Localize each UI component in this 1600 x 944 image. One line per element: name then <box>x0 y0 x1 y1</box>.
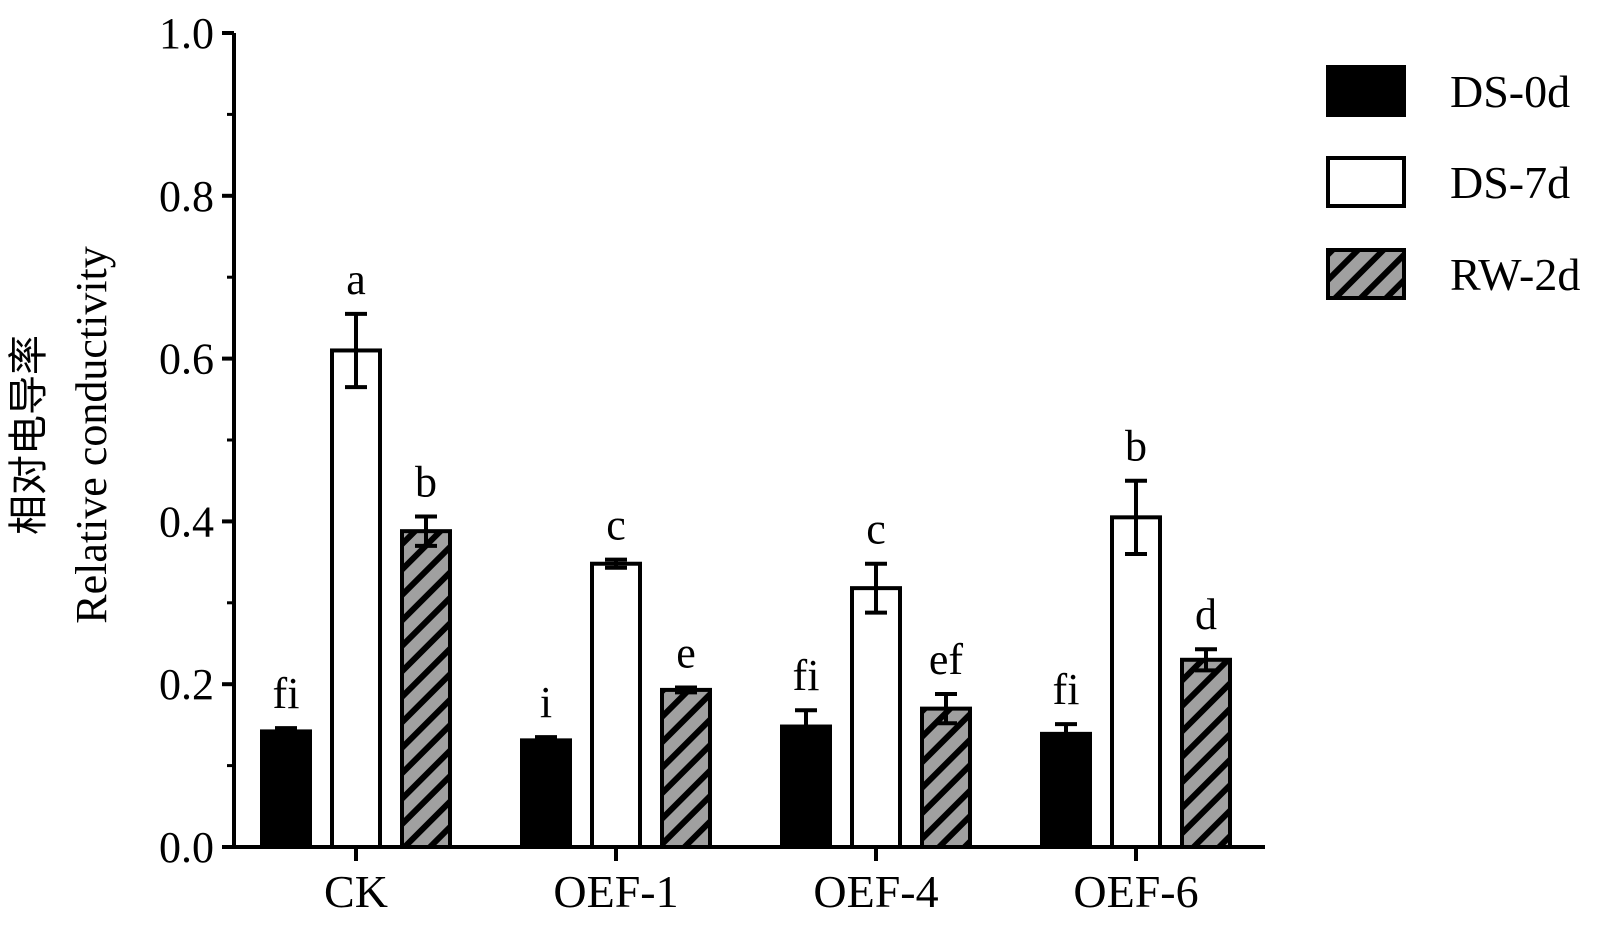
y-tick-label: 0.8 <box>159 172 214 221</box>
bar-ds-0d-ck <box>260 729 312 849</box>
significance-label: c <box>606 501 626 550</box>
significance-label: fi <box>273 669 300 718</box>
legend-label: DS-7d <box>1450 157 1570 208</box>
bar-rw-2d-oef-4 <box>920 706 972 849</box>
bar-ds-7d-oef-1 <box>590 561 642 850</box>
legend-swatch-ds-0d <box>1326 65 1406 117</box>
legend-label: DS-0d <box>1450 66 1570 117</box>
significance-label: ef <box>929 635 964 684</box>
legend-swatch-rw-2d <box>1326 248 1406 300</box>
significance-label: d <box>1195 590 1217 639</box>
legend-swatch-ds-7d <box>1326 156 1406 208</box>
y-tick-label: 1.0 <box>159 9 214 58</box>
x-tick-label: OEF-4 <box>813 866 938 917</box>
bar-rw-2d-oef-6 <box>1180 657 1232 850</box>
bar-ds-0d-oef-6 <box>1040 731 1092 849</box>
bars: fi a b i c e fi c ef fi b d <box>260 255 1232 850</box>
significance-label: e <box>676 628 696 677</box>
bar-rw-2d-ck <box>400 529 452 850</box>
bar-rw-2d-oef-1 <box>660 687 712 850</box>
significance-label: fi <box>793 651 820 700</box>
y-axis-label-chinese: 相对电导率 <box>6 335 52 535</box>
significance-label: a <box>346 255 366 304</box>
bar-ds-7d-oef-4 <box>850 586 902 849</box>
x-ticks: CK OEF-1 OEF-4 OEF-6 <box>324 847 1199 917</box>
legend-label: RW-2d <box>1450 249 1580 300</box>
bar-ds-7d-oef-6 <box>1110 515 1162 850</box>
y-ticks: 0.0 0.2 0.4 0.6 0.8 1.0 <box>159 9 234 872</box>
significance-label: c <box>866 505 886 554</box>
bar-ds-0d-oef-1 <box>520 738 572 850</box>
x-tick-label: OEF-6 <box>1073 866 1198 917</box>
y-tick-label: 0.2 <box>159 660 214 709</box>
y-tick-label: 0.6 <box>159 335 214 384</box>
y-tick-label: 0.4 <box>159 497 214 546</box>
legend: DS-0d DS-7d RW-2d <box>1326 65 1580 300</box>
significance-label: fi <box>1053 665 1080 714</box>
significance-label: b <box>1125 422 1147 471</box>
y-axis-label: Relative conductivity <box>67 246 116 624</box>
significance-label: i <box>540 678 552 727</box>
significance-label: b <box>415 458 437 507</box>
y-tick-label: 0.0 <box>159 823 214 872</box>
x-tick-label: CK <box>324 866 388 917</box>
x-tick-label: OEF-1 <box>553 866 678 917</box>
bar-ds-7d-ck <box>330 348 382 849</box>
